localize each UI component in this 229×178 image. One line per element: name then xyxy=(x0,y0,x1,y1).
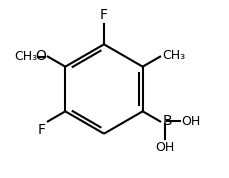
Text: O: O xyxy=(35,49,46,63)
Text: CH₃: CH₃ xyxy=(162,49,185,62)
Text: CH₃: CH₃ xyxy=(14,50,37,63)
Text: F: F xyxy=(38,123,46,137)
Text: OH: OH xyxy=(155,141,175,154)
Text: B: B xyxy=(162,114,172,128)
Text: OH: OH xyxy=(181,115,201,128)
Text: F: F xyxy=(100,8,108,22)
